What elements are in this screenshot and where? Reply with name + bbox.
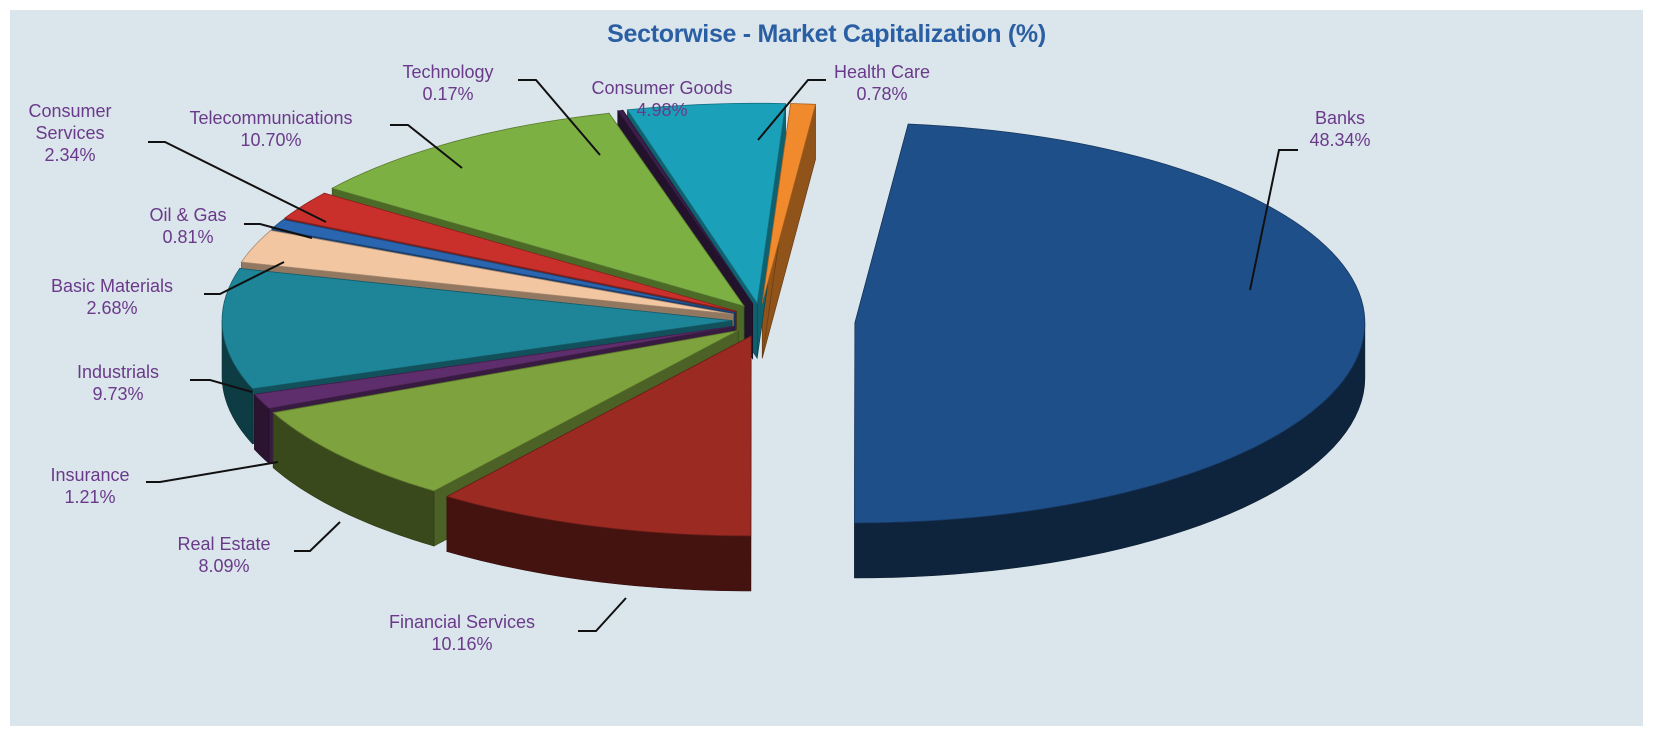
slice-label-consumer-services-2: Services (35, 123, 104, 143)
slice-value-health-care: 0.78% (856, 84, 907, 104)
slice-label-banks: Banks (1315, 108, 1365, 128)
slice-value-telecommunications: 10.70% (240, 130, 301, 150)
leader-line-health-care (757, 79, 826, 141)
slice-value-real-estate: 8.09% (198, 556, 249, 576)
pie-slice-technology (617, 109, 754, 305)
slice-label-real-estate: Real Estate (177, 534, 270, 554)
slice-label-financial-services: Financial Services (389, 612, 535, 632)
slice-label-basic-materials: Basic Materials (51, 276, 173, 296)
slice-value-insurance: 1.21% (64, 487, 115, 507)
leader-line-technology (518, 79, 601, 156)
leader-line-consumer-services (148, 141, 327, 223)
leader-line-banks (1249, 149, 1298, 291)
pie-slice-consumer-services (283, 192, 737, 312)
slice-label-oil-gas: Oil & Gas (149, 205, 226, 225)
slice-value-consumer-services: 2.34% (44, 145, 95, 165)
slice-value-consumer-goods: 4.98% (636, 100, 687, 120)
slice-label-industrials: Industrials (77, 362, 159, 382)
leader-line-insurance (146, 461, 279, 483)
pie-slice-industrials (221, 268, 733, 390)
slice-label-telecommunications: Telecommunications (189, 108, 352, 128)
leader-line-telecommunications (390, 124, 463, 169)
slice-label-insurance: Insurance (50, 465, 129, 485)
pie-slice-health-care (761, 103, 817, 304)
pie-slice-banks (854, 123, 1366, 524)
slice-value-industrials: 9.73% (92, 384, 143, 404)
pie-slice-basic-materials (240, 229, 734, 315)
pie-slice-insurance (253, 325, 735, 409)
leader-line-industrials (190, 379, 253, 393)
slice-value-technology: 0.17% (422, 84, 473, 104)
slice-value-basic-materials: 2.68% (86, 298, 137, 318)
slice-value-banks: 48.34% (1309, 130, 1370, 150)
pie-slice-telecommunications (331, 112, 746, 307)
slice-value-financial-services: 10.16% (431, 634, 492, 654)
chart-title: Sectorwise - Market Capitalization (%) (607, 20, 1046, 48)
leader-line-oil-gas (244, 223, 313, 239)
pie-slice-financial-services (445, 335, 752, 537)
slice-label-technology: Technology (402, 62, 493, 82)
pie-slice-real-estate (272, 330, 739, 492)
slice-value-oil-gas: 0.81% (162, 227, 213, 247)
slice-label-consumer-services-1: Consumer (28, 101, 111, 121)
slice-label-consumer-goods: Consumer Goods (591, 78, 732, 98)
leader-line-real-estate (294, 521, 341, 552)
leader-line-financial-services (578, 597, 627, 632)
slice-label-health-care: Health Care (834, 62, 930, 82)
leader-line-basic-materials (204, 261, 285, 295)
pie-slice-consumer-goods (626, 102, 787, 305)
